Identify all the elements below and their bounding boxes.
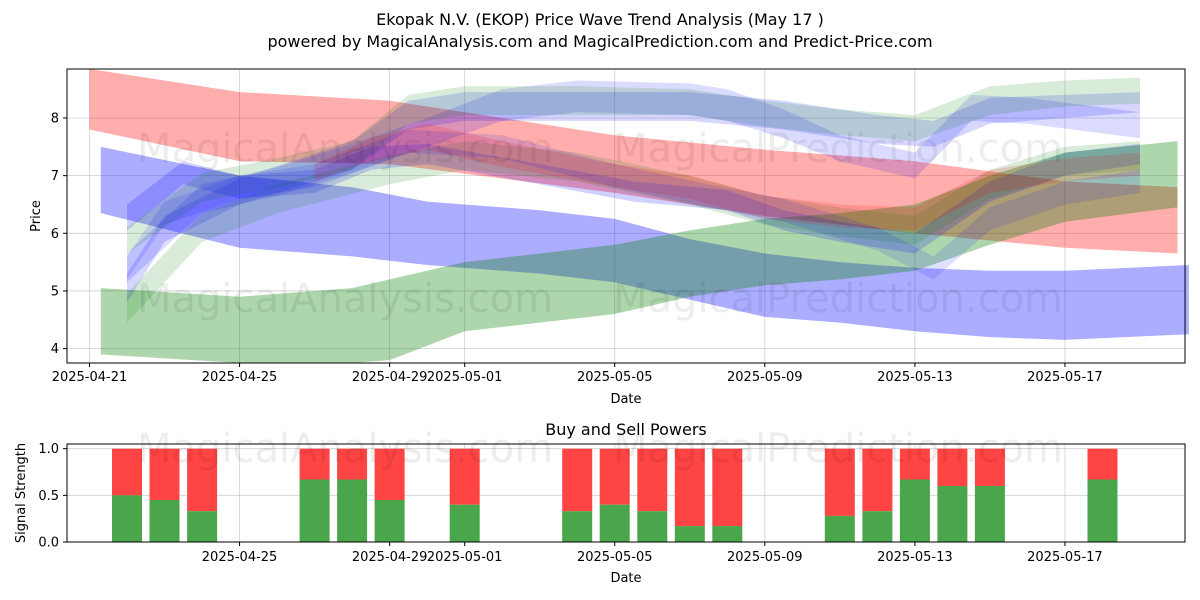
price-x-axis: 2025-04-21 2025-04-25 2025-04-29 2025-05-01… [52,363,1103,385]
signal-x-tick-label: 2025-04-29 [352,550,428,565]
price-wave-band [127,92,1140,303]
buy-power-bar [374,500,405,542]
price-y-tick-label: 8 [51,112,59,127]
price-x-tick-label: 2025-05-09 [727,370,803,385]
sell-power-bar [562,448,593,512]
signal-y-tick-label: 0.5 [38,489,59,504]
buy-power-bar [824,515,855,542]
buy-power-bar [899,479,930,542]
signal-y-axis: 0.0 0.5 1.0 [38,442,67,551]
signal-y-tick-label: 1.0 [38,442,59,457]
signal-title: Buy and Sell Powers [545,420,707,439]
signal-bars [112,448,1118,542]
buy-power-bar [637,511,668,542]
price-grid [67,69,1185,363]
sell-power-bar [299,448,330,480]
buy-power-bar [937,486,968,542]
sell-power-bar [824,448,855,516]
signal-x-tick-label: 2025-05-05 [577,550,653,565]
price-wave-band [100,146,1189,340]
price-wave-band [100,141,1178,363]
price-y-tick-label: 6 [51,227,59,242]
price-x-tick-label: 2025-04-21 [52,370,128,385]
signal-y-label: Signal Strength [14,443,29,543]
price-y-tick-label: 4 [51,342,59,357]
watermark-analysis-bottom: MagicalAnalysis.com [137,426,553,472]
buy-power-bar [862,511,893,542]
signal-chart: Buy and Sell Powers MagicalAnalysis.com … [14,420,1186,586]
price-wave-band [127,129,1140,280]
signal-x-axis: 2025-04-25 2025-04-29 2025-05-01 2025-05-05… [202,542,1103,565]
price-x-tick-label: 2025-05-05 [577,370,653,385]
price-wave-band [127,77,1140,254]
price-y-axis: 4 5 6 7 8 [51,112,67,357]
price-chart: MagicalAnalysis.com MagicalPrediction.co… [29,68,1189,407]
sell-power-bar [149,448,180,500]
price-x-tick-label: 2025-05-13 [877,370,953,385]
sell-power-bar [374,448,405,500]
sell-power-bar [599,448,630,505]
buy-power-bar [299,479,330,542]
price-wave-band [127,80,1140,283]
chart-title: Ekopak N.V. (EKOP) Price Wave Trend Anal… [376,10,824,29]
price-watermarks: MagicalAnalysis.com MagicalPrediction.co… [137,126,1063,322]
sell-power-bar [974,448,1005,486]
buy-power-bar [562,511,593,542]
price-wave-band [89,69,1178,254]
sell-power-bar [637,448,668,512]
price-x-tick-label: 2025-05-01 [427,370,503,385]
chart-subtitle: powered by MagicalAnalysis.com and Magic… [267,32,932,51]
price-plot-frame [66,68,1186,364]
buy-power-bar [599,504,630,542]
sell-power-bar [187,448,218,512]
price-wave-bands [89,69,1189,363]
buy-power-bar [674,526,705,542]
sell-power-bar [937,448,968,486]
price-y-tick-label: 5 [51,284,59,299]
signal-x-tick-label: 2025-05-09 [727,550,803,565]
signal-x-tick-label: 2025-05-17 [1027,550,1103,565]
price-y-label: Price [29,200,44,232]
sell-power-bar [449,448,480,505]
price-x-label: Date [610,392,641,407]
sell-power-bar [337,448,368,480]
signal-x-label: Date [610,571,641,586]
signal-x-tick-label: 2025-05-13 [877,550,953,565]
sell-power-bar [674,448,705,527]
sell-power-bar [712,448,743,527]
buy-power-bar [187,511,218,542]
sell-power-bar [899,448,930,480]
sell-power-bar [862,448,893,512]
buy-power-bar [337,479,368,542]
watermark-prediction-bottom: MagicalPrediction.com [613,426,1063,472]
signal-y-tick-label: 0.0 [38,536,59,551]
watermark-analysis-mid: MagicalAnalysis.com [137,276,553,322]
signal-watermarks: MagicalAnalysis.com MagicalPrediction.co… [137,426,1063,472]
buy-power-bar [112,495,142,542]
price-x-tick-label: 2025-04-25 [202,370,278,385]
signal-plot-frame [66,443,1186,543]
signal-x-tick-label: 2025-05-01 [427,550,503,565]
price-y-tick-label: 7 [51,169,59,184]
buy-power-bar [149,500,180,542]
price-wave-band [127,141,1140,323]
watermark-analysis-top: MagicalAnalysis.com [137,126,553,172]
signal-x-tick-label: 2025-04-25 [202,550,278,565]
price-wave-band [127,143,1140,254]
buy-power-bar [712,526,743,542]
buy-power-bar [449,504,480,542]
sell-power-bar [1087,448,1118,480]
sell-power-bar [112,448,142,496]
buy-power-bar [974,486,1005,542]
price-x-tick-label: 2025-05-17 [1027,370,1103,385]
watermark-prediction-top: MagicalPrediction.com [613,126,1063,172]
watermark-prediction-mid: MagicalPrediction.com [613,276,1063,322]
price-x-tick-label: 2025-04-29 [352,370,428,385]
buy-power-bar [1087,479,1118,542]
price-wave-band [314,123,1141,231]
